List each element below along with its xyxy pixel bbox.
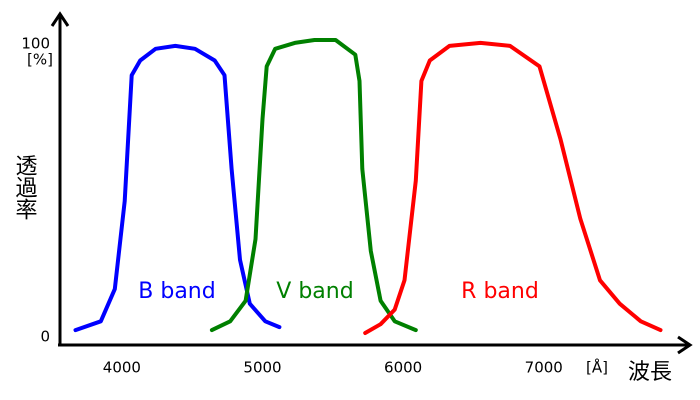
x-tick-label: 7000 xyxy=(525,359,563,377)
x-tick-label: 6000 xyxy=(384,359,422,377)
band-curve xyxy=(363,40,663,335)
y-tick-label: 0 xyxy=(40,328,50,346)
band-curve xyxy=(73,43,282,333)
band-curve xyxy=(209,38,418,333)
band-label: V band xyxy=(276,279,353,304)
band-label: B band xyxy=(138,279,215,304)
x-axis-arrow xyxy=(677,335,693,355)
y-unit: [%] xyxy=(27,51,53,69)
band-label: R band xyxy=(461,279,539,304)
x-tick-label: 4000 xyxy=(103,359,141,377)
y-tick-label: 100 xyxy=(21,35,50,53)
y-axis-label: 透過率 xyxy=(12,154,38,220)
x-tick-label: 5000 xyxy=(243,359,281,377)
x-axis-label: 波長 xyxy=(628,360,672,385)
y-axis-arrow xyxy=(50,11,70,27)
x-unit: [Å] xyxy=(586,358,608,377)
